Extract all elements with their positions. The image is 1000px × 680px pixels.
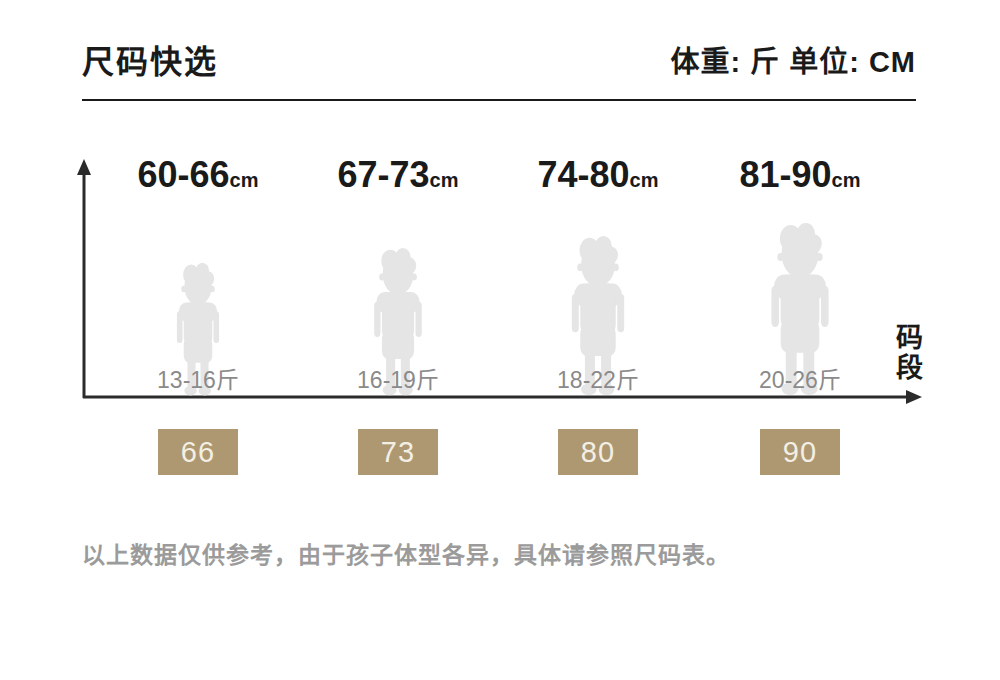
size-value: 73 xyxy=(381,436,415,469)
height-unit: cm xyxy=(230,169,259,191)
page-title: 尺码快选 xyxy=(82,36,218,82)
size-chart-infographic: 尺码快选 体重: 斤 单位: CM 码段 60-66cm xyxy=(0,0,1000,680)
height-range-label: 74-80cm xyxy=(488,154,708,196)
height-range-value: 81-90 xyxy=(740,154,832,195)
header-divider xyxy=(82,99,916,101)
height-range-label: 81-90cm xyxy=(690,154,910,196)
size-value: 90 xyxy=(783,436,817,469)
size-value: 66 xyxy=(181,436,215,469)
height-range-label: 60-66cm xyxy=(88,154,308,196)
size-badge: 66 xyxy=(158,429,238,475)
weight-range-label: 20-26斤 xyxy=(690,361,910,395)
size-badge: 90 xyxy=(760,429,840,475)
size-badge: 80 xyxy=(558,429,638,475)
height-range-value: 74-80 xyxy=(538,154,630,195)
height-range-value: 67-73 xyxy=(338,154,430,195)
size-value: 80 xyxy=(581,436,615,469)
weight-range-label: 16-19斤 xyxy=(288,361,508,395)
height-range-value: 60-66 xyxy=(138,154,230,195)
height-unit: cm xyxy=(832,169,861,191)
size-column-66: 60-66cm 13-16斤 66 xyxy=(88,150,308,480)
size-column-73: 67-73cm 16-19斤 73 xyxy=(288,150,508,480)
weight-range-label: 18-22斤 xyxy=(488,361,708,395)
size-badge: 73 xyxy=(358,429,438,475)
size-column-80: 74-80cm 18-22斤 80 xyxy=(488,150,708,480)
units-label: 体重: 斤 单位: CM xyxy=(670,38,916,80)
footnote: 以上数据仅供参考，由于孩子体型各异，具体请参照尺码表。 xyxy=(82,536,730,570)
height-unit: cm xyxy=(430,169,459,191)
height-unit: cm xyxy=(630,169,659,191)
size-column-90: 81-90cm 20-26斤 90 xyxy=(690,150,910,480)
weight-range-label: 13-16斤 xyxy=(88,361,308,395)
height-range-label: 67-73cm xyxy=(288,154,508,196)
